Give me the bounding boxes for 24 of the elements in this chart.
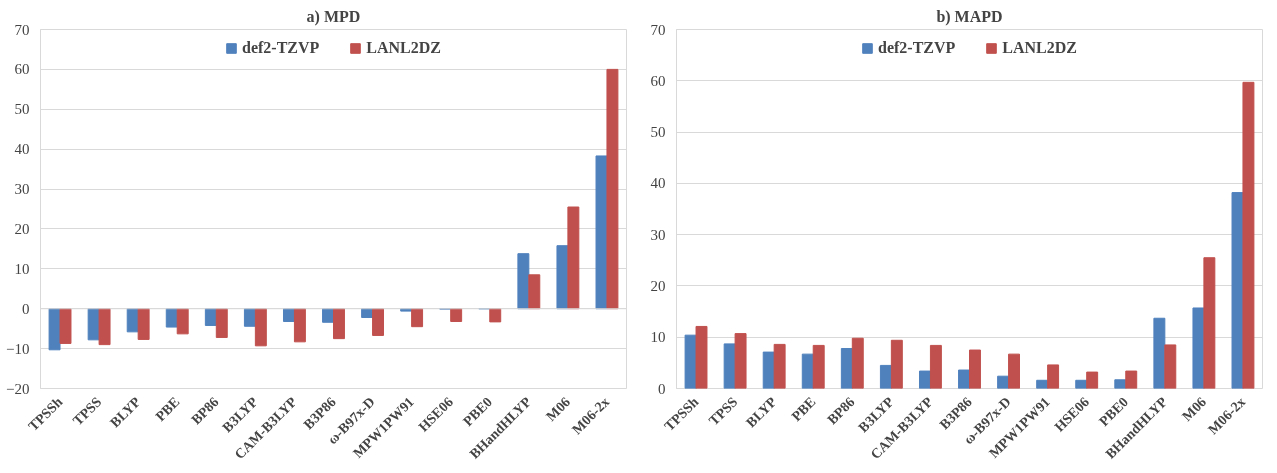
chart-title: b) MAPD: [936, 7, 1003, 26]
y-tick-label: −10: [6, 340, 30, 357]
legend-label: def2-TZVP: [241, 39, 320, 57]
y-tick-label: 30: [14, 181, 30, 198]
y-tick-label: 30: [650, 226, 666, 243]
y-tick-label: 10: [650, 329, 666, 346]
y-tick-label: 0: [22, 300, 30, 317]
y-tick-label: 70: [14, 21, 30, 38]
legend-label: LANL2DZ: [366, 39, 442, 57]
chart-title: a) MPD: [306, 7, 361, 26]
y-tick-label: 0: [658, 380, 666, 397]
y-tick-label: 60: [650, 72, 666, 89]
y-tick-label: 10: [14, 260, 30, 277]
y-tick-label: 40: [650, 175, 666, 192]
y-tick-label: −20: [6, 380, 30, 397]
y-tick-label: 60: [14, 61, 30, 78]
y-tick-label: 20: [650, 277, 666, 294]
y-tick-label: 50: [14, 101, 30, 118]
y-tick-label: 40: [14, 141, 30, 158]
y-tick-label: 20: [14, 220, 30, 237]
y-tick-label: 50: [650, 124, 666, 141]
y-tick-label: 70: [650, 21, 666, 38]
legend-label: LANL2DZ: [1002, 39, 1078, 57]
legend-label: def2-TZVP: [877, 39, 956, 57]
